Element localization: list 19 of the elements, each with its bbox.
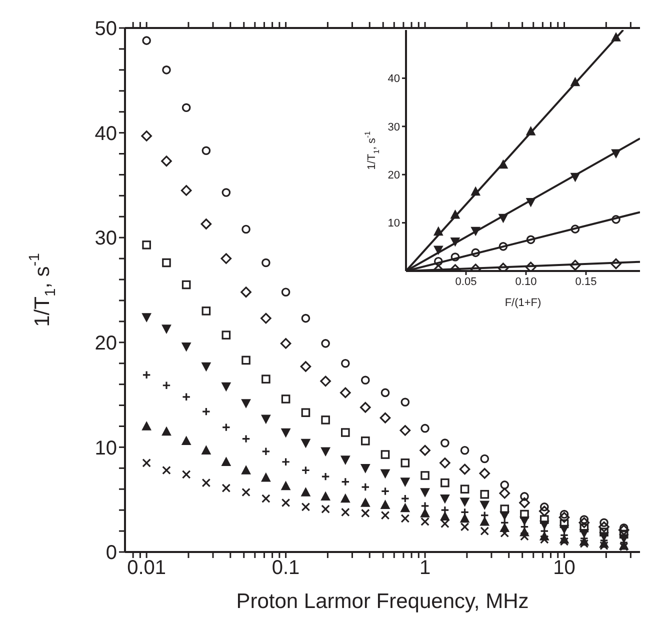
x-axis-title: F/(1+F) <box>504 296 542 309</box>
y-tick-label: 40 <box>388 73 400 86</box>
x-tick-label: 1 <box>419 557 431 580</box>
y-tick-label: 20 <box>94 332 117 354</box>
y-tick-label: 0 <box>106 542 117 564</box>
y-tick-label: 50 <box>94 18 117 40</box>
x-tick-label: 10 <box>553 557 576 580</box>
x-tick-label: 0.1 <box>272 557 300 580</box>
y-tick-label: 20 <box>388 170 400 182</box>
y-tick-label: 30 <box>388 121 400 134</box>
x-tick-label: 0.15 <box>575 276 597 288</box>
y-tick-label: 10 <box>388 218 400 230</box>
x-tick-label: 0.10 <box>515 276 537 288</box>
x-tick-label: 0.01 <box>127 557 166 580</box>
x-axis-title: Proton Larmor Frequency, MHz <box>236 590 529 613</box>
y-tick-label: 30 <box>94 228 117 250</box>
x-tick-label: 0.05 <box>455 276 477 288</box>
y-tick-label: 10 <box>94 437 117 460</box>
y-tick-label: 40 <box>94 122 117 145</box>
